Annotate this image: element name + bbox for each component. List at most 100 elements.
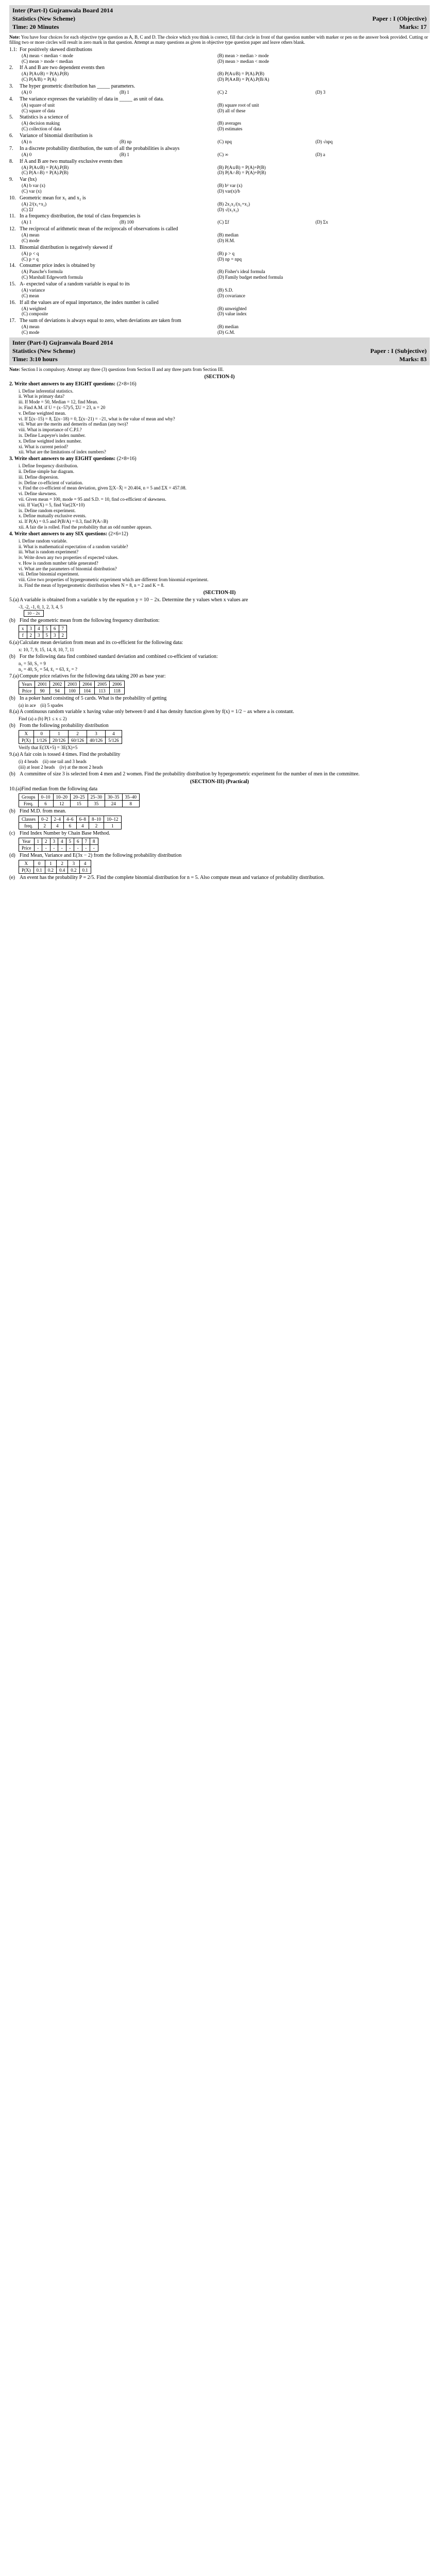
q4d: (D) all of these — [217, 108, 413, 114]
table-cell: x — [19, 625, 27, 632]
q6bv0: n₁ = 50, S₁ = 9 — [19, 661, 430, 667]
table-cell: 6–8 — [76, 816, 89, 822]
table-cell: 94 — [50, 687, 65, 694]
table-cell: 0 — [33, 860, 45, 867]
table-cell: 6 — [38, 800, 53, 807]
table-cell: 3 — [35, 632, 43, 639]
q7a: (A) 0 — [22, 152, 120, 158]
list-item: ii. What is mathematical expectation of … — [19, 544, 430, 550]
q7c: (C) ∞ — [217, 152, 315, 158]
table-cell: Year — [19, 838, 35, 844]
q2d: (D) P(A∧B) = P(A).P(B/A) — [217, 77, 413, 82]
table-cell: 6 — [51, 625, 59, 632]
q5b: (B) averages — [217, 121, 413, 126]
h2-marks: Marks: 83 — [399, 355, 427, 363]
q6bn: (b) — [9, 654, 20, 660]
table-cell: 90 — [35, 687, 50, 694]
q2c: (C) P(A/B) = P(A) — [22, 77, 217, 82]
h1-subject: Statistics (New Scheme) — [12, 15, 75, 23]
list-item: xii. A fair die is rolled. Find the prob… — [19, 524, 430, 530]
table-cell: 2 — [42, 838, 50, 844]
table-cell: 2 — [27, 632, 35, 639]
q16c: (C) composite — [22, 311, 217, 317]
q1b: (B) mean > median > mode — [217, 53, 413, 59]
q6b: (B) np — [120, 139, 217, 145]
q4a: (A) square of unit — [22, 103, 217, 108]
table-cell: 15 — [71, 800, 88, 807]
table-cell: 3 — [87, 731, 106, 737]
q8bn: (b) — [9, 723, 20, 729]
q13b: (B) p > q — [217, 251, 413, 257]
q10t: Geometric mean for x₁ and x₂ is — [20, 195, 86, 201]
table-cell: 20/126 — [50, 737, 69, 744]
table-cell: 7 — [82, 838, 90, 844]
q8bt: From the following probability distribut… — [20, 723, 109, 728]
q10a-table: Groups0–1010–2020–2525–3030–3535–40Freq.… — [19, 793, 140, 807]
q5a: (A) decision making — [22, 121, 217, 126]
s2q4t: Write short answers to any SIX questions… — [14, 531, 107, 537]
table-cell: 4 — [35, 625, 43, 632]
q4t: The variance expresses the variability o… — [20, 96, 164, 102]
table-cell: 35–40 — [122, 793, 140, 800]
q8b-table: X01234P(X)1/12620/12660/12640/1265/126 — [19, 730, 122, 744]
q7bv1: (ii) 5 spades — [40, 703, 63, 708]
s2q3m: (2×8=16) — [117, 456, 137, 462]
q8an: 8.(a) — [9, 709, 20, 715]
q10dn: (d) — [9, 853, 20, 859]
table-cell: - — [42, 844, 50, 851]
list-item: ix. Define random experiment. — [19, 508, 430, 514]
q9d: (D) var(x)/b — [217, 189, 413, 194]
q17t: The sum of deviations is always equal to… — [20, 318, 181, 324]
table-cell: 0.1 — [33, 867, 45, 873]
list-item: i. Define inferential statistics. — [19, 388, 430, 394]
q5bn: (b) — [9, 618, 20, 624]
h1-time: Time: 20 Minutes — [12, 23, 59, 31]
q12c: (C) mode — [22, 238, 217, 244]
table-cell: - — [34, 844, 42, 851]
q3t: The hyper geometric distribution has ___… — [20, 83, 135, 89]
table-cell: - — [58, 844, 66, 851]
q3d: (D) 3 — [315, 90, 413, 95]
table-cell: 2004 — [80, 681, 95, 687]
table-cell: Classes — [19, 816, 39, 822]
table-cell: 1 — [45, 860, 56, 867]
q16n: 16. — [9, 300, 20, 306]
table-cell: 8 — [90, 838, 98, 844]
q5d: (D) estimates — [217, 126, 413, 132]
table-cell: 4 — [58, 838, 66, 844]
table-cell: P(X) — [19, 867, 34, 873]
sec1-label: (SECTION-I) — [9, 374, 430, 380]
q10at: Find median from the following data — [22, 786, 97, 792]
q10cn: (c) — [9, 831, 20, 837]
q8a: (A) P(A∪B) = P(A).P(B) — [22, 165, 217, 171]
table-cell: - — [90, 844, 98, 851]
sec2-label: (SECTION-II) — [9, 590, 430, 596]
list-item: xii. What are the limitations of index n… — [19, 449, 430, 455]
table-cell: Groups — [19, 793, 39, 800]
q6av: x: 10, 7, 9, 15, 14, 8, 10, 7, 11 — [19, 647, 430, 653]
q10en: (e) — [9, 875, 20, 881]
list-item: vi. Define skewness. — [19, 491, 430, 497]
table-cell: 8–10 — [89, 816, 104, 822]
list-item: x. Define weighted index number. — [19, 438, 430, 444]
q5bt: Find the geometric mean from the followi… — [20, 618, 160, 623]
q5t: Statistics is a science of — [20, 114, 69, 120]
q15c: (C) mean — [22, 293, 217, 299]
q11t: In a frequency distribution, the total o… — [20, 213, 140, 219]
h1-marks: Marks: 17 — [399, 23, 427, 31]
list-item: v. How is random number table generated? — [19, 561, 430, 566]
list-item: v. Define weighted mean. — [19, 411, 430, 416]
q8b: (B) P(A∪B) = P(A)+P(B) — [217, 165, 413, 171]
table-cell: 4 — [76, 822, 89, 829]
list-item: xi. What is current period? — [19, 444, 430, 450]
q9at: A fair coin is tossed 4 times. Find the … — [20, 752, 121, 757]
q4c: (C) square of data — [22, 108, 217, 114]
s2q3t: Write short answers to any EIGHT questio… — [14, 456, 115, 462]
q17c: (C) mode — [22, 330, 217, 335]
q16d: (D) value index — [217, 311, 413, 317]
list-item: ix. Define Laspeyre's index number. — [19, 433, 430, 438]
table-cell: - — [82, 844, 90, 851]
h2-title: Inter (Part-I) Gujranwala Board 2014 — [12, 339, 113, 347]
q3a: (A) 0 — [22, 90, 120, 95]
q10n: 10. — [9, 195, 20, 201]
